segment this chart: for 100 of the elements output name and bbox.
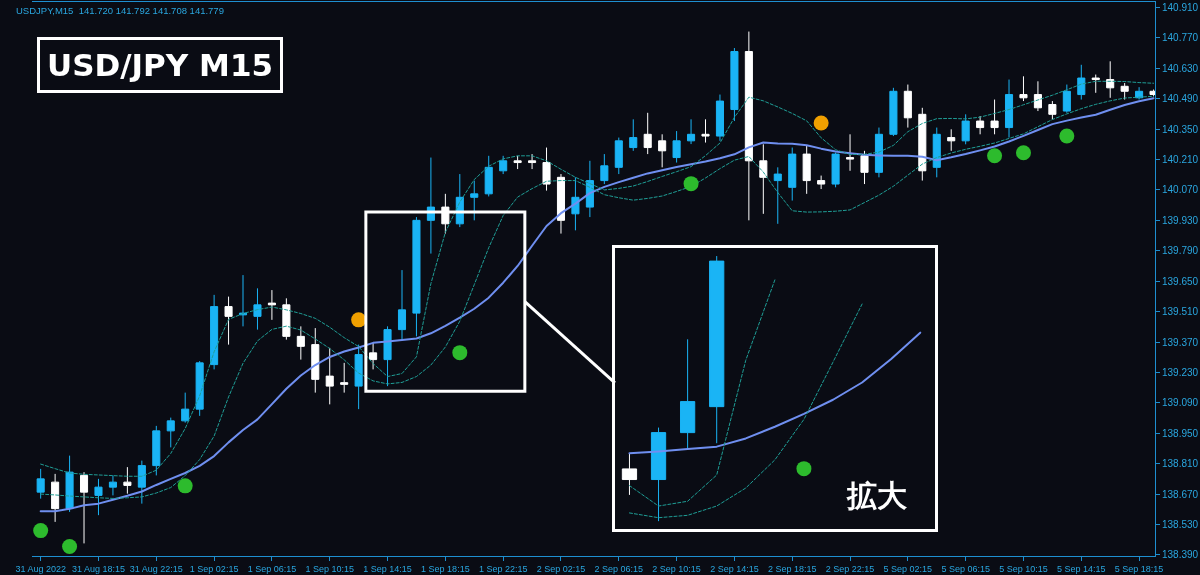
point <box>1015 145 1031 161</box>
point <box>62 538 78 554</box>
y-tick-label: 139.230 <box>1162 366 1199 378</box>
y-tick-label: 140.770 <box>1162 32 1199 44</box>
x-tick-label: 2 Sep 14:15 <box>710 563 759 574</box>
candlestick <box>556 173 566 235</box>
candlestick <box>36 468 45 500</box>
candlestick <box>369 342 378 370</box>
candlestick <box>513 155 522 170</box>
candlestick <box>137 460 146 505</box>
y-tick-label: 140.070 <box>1162 184 1199 196</box>
candlestick <box>918 107 927 182</box>
y-tick-label: 138.810 <box>1162 458 1199 470</box>
y-tick-label: 140.350 <box>1162 123 1199 135</box>
candlestick <box>499 155 508 175</box>
x-tick-label: 1 Sep 02:15 <box>189 563 239 574</box>
candlestick <box>340 362 349 394</box>
candlestick <box>296 325 305 361</box>
candlestick <box>397 269 407 341</box>
candlestick <box>650 427 667 522</box>
x-tick-label: 2 Sep 22:15 <box>825 563 875 574</box>
candlestick <box>108 474 117 496</box>
annotation: 拡大 <box>846 478 908 513</box>
candlestick <box>166 417 175 448</box>
candlestick <box>224 296 233 346</box>
candlestick <box>701 118 710 144</box>
point <box>452 345 468 361</box>
x-tick-label: 31 Aug 18:15 <box>71 563 126 574</box>
candlestick <box>614 137 623 175</box>
candlestick <box>759 143 768 215</box>
candlestick <box>152 425 161 476</box>
x-tick-label: 5 Sep 06:15 <box>941 563 990 574</box>
candlestick <box>687 118 696 145</box>
point <box>1059 128 1075 144</box>
candlestick <box>600 153 609 185</box>
candlestick <box>238 274 248 327</box>
y-tick-label: 140.210 <box>1162 154 1199 166</box>
candlestick <box>672 130 681 164</box>
candlestick <box>715 94 724 142</box>
point <box>351 312 367 328</box>
y-tick-label: 139.790 <box>1162 245 1199 257</box>
candlestick <box>889 87 898 137</box>
point <box>813 115 829 131</box>
x-tick-label: 5 Sep 02:15 <box>883 563 933 574</box>
candlestick <box>621 452 638 496</box>
x-tick-label: 2 Sep 10:15 <box>652 563 701 574</box>
candlestick <box>484 155 493 197</box>
point <box>987 148 1003 164</box>
candlestick <box>802 145 811 195</box>
y-tick-label: 138.670 <box>1162 488 1199 500</box>
candlestick <box>311 327 320 394</box>
candlestick <box>412 216 421 337</box>
candlestick <box>947 128 956 152</box>
candlestick <box>874 127 883 178</box>
x-tick-label: 2 Sep 18:15 <box>767 563 817 574</box>
candlestick <box>990 99 999 135</box>
candlestick <box>730 47 739 122</box>
candlestick <box>383 325 392 387</box>
candlestick <box>744 31 753 221</box>
x-tick-label: 1 Sep 18:15 <box>421 563 470 574</box>
y-tick-label: 139.650 <box>1162 275 1199 287</box>
x-tick-label: 1 Sep 06:15 <box>247 563 297 574</box>
x-tick-label: 5 Sep 10:15 <box>999 563 1048 574</box>
candlestick <box>817 175 826 190</box>
candlestick <box>354 344 363 410</box>
candlestick <box>65 455 74 513</box>
candlestick <box>1004 79 1014 139</box>
candlestick <box>903 84 912 129</box>
candlestick <box>94 478 103 516</box>
y-tick-label: 140.630 <box>1162 62 1199 74</box>
candlestick <box>932 127 941 178</box>
y-tick-label: 139.090 <box>1162 397 1199 409</box>
candlestick <box>267 289 276 321</box>
candlestick <box>325 347 334 405</box>
candlestick <box>1033 80 1042 112</box>
candlestick <box>1120 82 1129 101</box>
candlestick <box>831 152 840 188</box>
candlestick <box>709 255 725 444</box>
candlestick <box>1062 84 1071 114</box>
y-tick-label: 138.530 <box>1162 519 1199 530</box>
y-tick-label: 139.510 <box>1162 306 1199 318</box>
y-tick-label: 139.930 <box>1162 214 1199 226</box>
candlestick <box>629 118 638 152</box>
candlestick <box>961 113 970 145</box>
candlestick <box>773 166 782 225</box>
candlestick <box>181 392 190 424</box>
x-tick-label: 1 Sep 10:15 <box>305 563 354 574</box>
text: USD/JPY M15 <box>47 47 274 83</box>
candlestick <box>79 471 89 544</box>
candlestick <box>528 153 537 170</box>
candlestick <box>1077 64 1086 101</box>
y-tick-label: 140.910 <box>1162 1 1199 13</box>
candlestick <box>210 294 219 370</box>
candlestick <box>282 297 291 341</box>
candlestick <box>846 133 855 172</box>
candlestick <box>1019 75 1028 102</box>
point <box>683 176 699 192</box>
y-tick-label: 140.490 <box>1162 93 1199 105</box>
x-tick-label: 5 Sep 18:15 <box>1114 563 1164 574</box>
x-tick-label: 31 Aug 2022 <box>15 563 66 574</box>
